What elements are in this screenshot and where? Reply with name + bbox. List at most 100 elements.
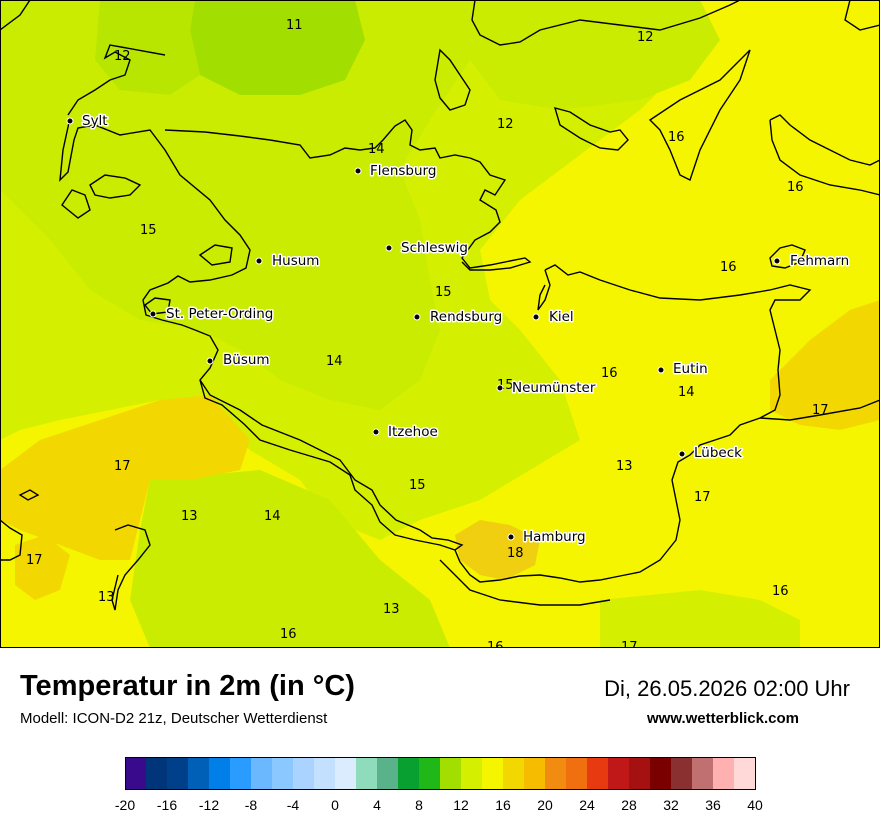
legend-swatch bbox=[356, 758, 378, 790]
legend-swatch bbox=[419, 758, 441, 790]
color-legend: -20 -16 -12 -8 -4 0 4 8 12 16 20 24 28 32 36 40 bbox=[115, 757, 763, 813]
city-label: Sylt bbox=[82, 113, 108, 129]
legend-tick-label: 0 bbox=[331, 797, 339, 813]
legend-swatch bbox=[293, 758, 315, 790]
legend-swatch bbox=[461, 758, 483, 790]
city-label: Schleswig bbox=[401, 240, 468, 256]
zone-18-hamburg bbox=[455, 520, 540, 580]
value-label: 18 bbox=[507, 546, 524, 561]
value-label: 14 bbox=[326, 354, 343, 369]
value-label: 16 bbox=[720, 260, 737, 275]
city-markers: Sylt Flensburg Schleswig Husum Fehmarn S… bbox=[66, 112, 851, 547]
value-label: 17 bbox=[621, 640, 638, 648]
city-label: Itzehoe bbox=[388, 424, 438, 440]
city-label: Flensburg bbox=[370, 163, 436, 179]
legend-swatch bbox=[482, 758, 504, 790]
legend-swatch bbox=[146, 758, 168, 790]
legend-tick-label: 12 bbox=[453, 797, 469, 813]
value-label: 17 bbox=[26, 553, 43, 568]
city-marker: Kiel bbox=[532, 308, 575, 327]
legend-swatch bbox=[734, 758, 756, 790]
legend-swatch bbox=[125, 758, 147, 790]
legend-swatch bbox=[335, 758, 357, 790]
city-marker: Lübeck bbox=[678, 444, 744, 463]
zone-17-west bbox=[0, 395, 250, 560]
city-marker: Husum bbox=[255, 252, 321, 271]
legend-swatch bbox=[230, 758, 252, 790]
legend-swatch bbox=[272, 758, 294, 790]
city-marker: Itzehoe bbox=[372, 423, 439, 442]
value-label: 13 bbox=[181, 509, 198, 524]
value-label: 13 bbox=[98, 590, 115, 605]
legend-swatch bbox=[440, 758, 462, 790]
value-label: 13 bbox=[616, 459, 633, 474]
value-label: 15 bbox=[140, 223, 157, 238]
city-dot-icon bbox=[773, 257, 781, 265]
legend-swatch bbox=[398, 758, 420, 790]
legend-swatch bbox=[188, 758, 210, 790]
city-label: Kiel bbox=[549, 309, 574, 325]
city-dot-icon bbox=[678, 450, 686, 458]
city-label: Rendsburg bbox=[430, 309, 502, 325]
city-dot-icon bbox=[354, 167, 362, 175]
legend-swatches bbox=[125, 758, 756, 790]
value-label: 16 bbox=[601, 366, 618, 381]
value-label: 12 bbox=[637, 30, 654, 45]
legend-swatch bbox=[167, 758, 189, 790]
city-label: Büsum bbox=[223, 352, 270, 368]
legend-tick-label: 4 bbox=[373, 797, 381, 813]
legend-swatch bbox=[503, 758, 525, 790]
legend-tick-label: 24 bbox=[579, 797, 595, 813]
city-dot-icon bbox=[206, 357, 214, 365]
legend-tick-label: 40 bbox=[747, 797, 763, 813]
city-marker: St. Peter-Ording bbox=[149, 305, 275, 324]
legend-tick-label: -4 bbox=[287, 797, 300, 813]
legend-swatch bbox=[566, 758, 588, 790]
city-label: Eutin bbox=[673, 361, 708, 377]
value-label: 12 bbox=[114, 49, 131, 64]
model-info: Modell: ICON-D2 21z, Deutscher Wetterdie… bbox=[20, 710, 328, 727]
chart-title: Temperatur in 2m (in °C) bbox=[20, 670, 355, 702]
value-label: 16 bbox=[280, 627, 297, 642]
zone-17-east bbox=[770, 300, 880, 430]
legend-tick-label: -20 bbox=[115, 797, 135, 813]
city-dot-icon bbox=[413, 313, 421, 321]
temperature-map: 11 12 12 12 16 16 14 15 16 15 14 15 16 1… bbox=[0, 0, 880, 648]
city-dot-icon bbox=[385, 244, 393, 252]
value-label: 16 bbox=[668, 130, 685, 145]
legend-swatch bbox=[671, 758, 693, 790]
zone-13-south bbox=[130, 470, 450, 648]
city-label: Husum bbox=[272, 253, 319, 269]
legend-swatch bbox=[524, 758, 546, 790]
city-dot-icon bbox=[657, 366, 665, 374]
legend-swatch bbox=[587, 758, 609, 790]
temperature-fields bbox=[0, 0, 880, 648]
legend-swatch bbox=[209, 758, 231, 790]
legend-swatch bbox=[545, 758, 567, 790]
value-label: 16 bbox=[772, 584, 789, 599]
value-label: 16 bbox=[487, 640, 504, 648]
legend-tick-label: -8 bbox=[245, 797, 258, 813]
value-label: 14 bbox=[368, 142, 385, 157]
zone-14 bbox=[0, 0, 480, 410]
website-link[interactable]: www.wetterblick.com bbox=[647, 710, 799, 727]
city-marker: Rendsburg bbox=[413, 308, 504, 327]
city-marker: Sylt bbox=[66, 112, 109, 131]
value-label: 17 bbox=[812, 403, 829, 418]
city-marker: Hamburg bbox=[507, 528, 587, 547]
legend-tick-label: 32 bbox=[663, 797, 679, 813]
value-labels: 11 12 12 12 16 16 14 15 16 15 14 15 16 1… bbox=[26, 18, 829, 648]
legend-tick-label: 28 bbox=[621, 797, 637, 813]
city-dot-icon bbox=[532, 313, 540, 321]
city-dot-icon bbox=[372, 428, 380, 436]
zone-12-north bbox=[95, 0, 200, 95]
city-dot-icon bbox=[496, 384, 504, 392]
legend-swatch bbox=[251, 758, 273, 790]
zone-13-southeast bbox=[600, 590, 800, 648]
legend-swatch bbox=[692, 758, 714, 790]
city-marker: Schleswig bbox=[385, 239, 470, 258]
zone-11 bbox=[190, 0, 365, 95]
city-marker: Büsum bbox=[206, 351, 271, 370]
legend-swatch bbox=[650, 758, 672, 790]
value-label: 14 bbox=[678, 385, 695, 400]
